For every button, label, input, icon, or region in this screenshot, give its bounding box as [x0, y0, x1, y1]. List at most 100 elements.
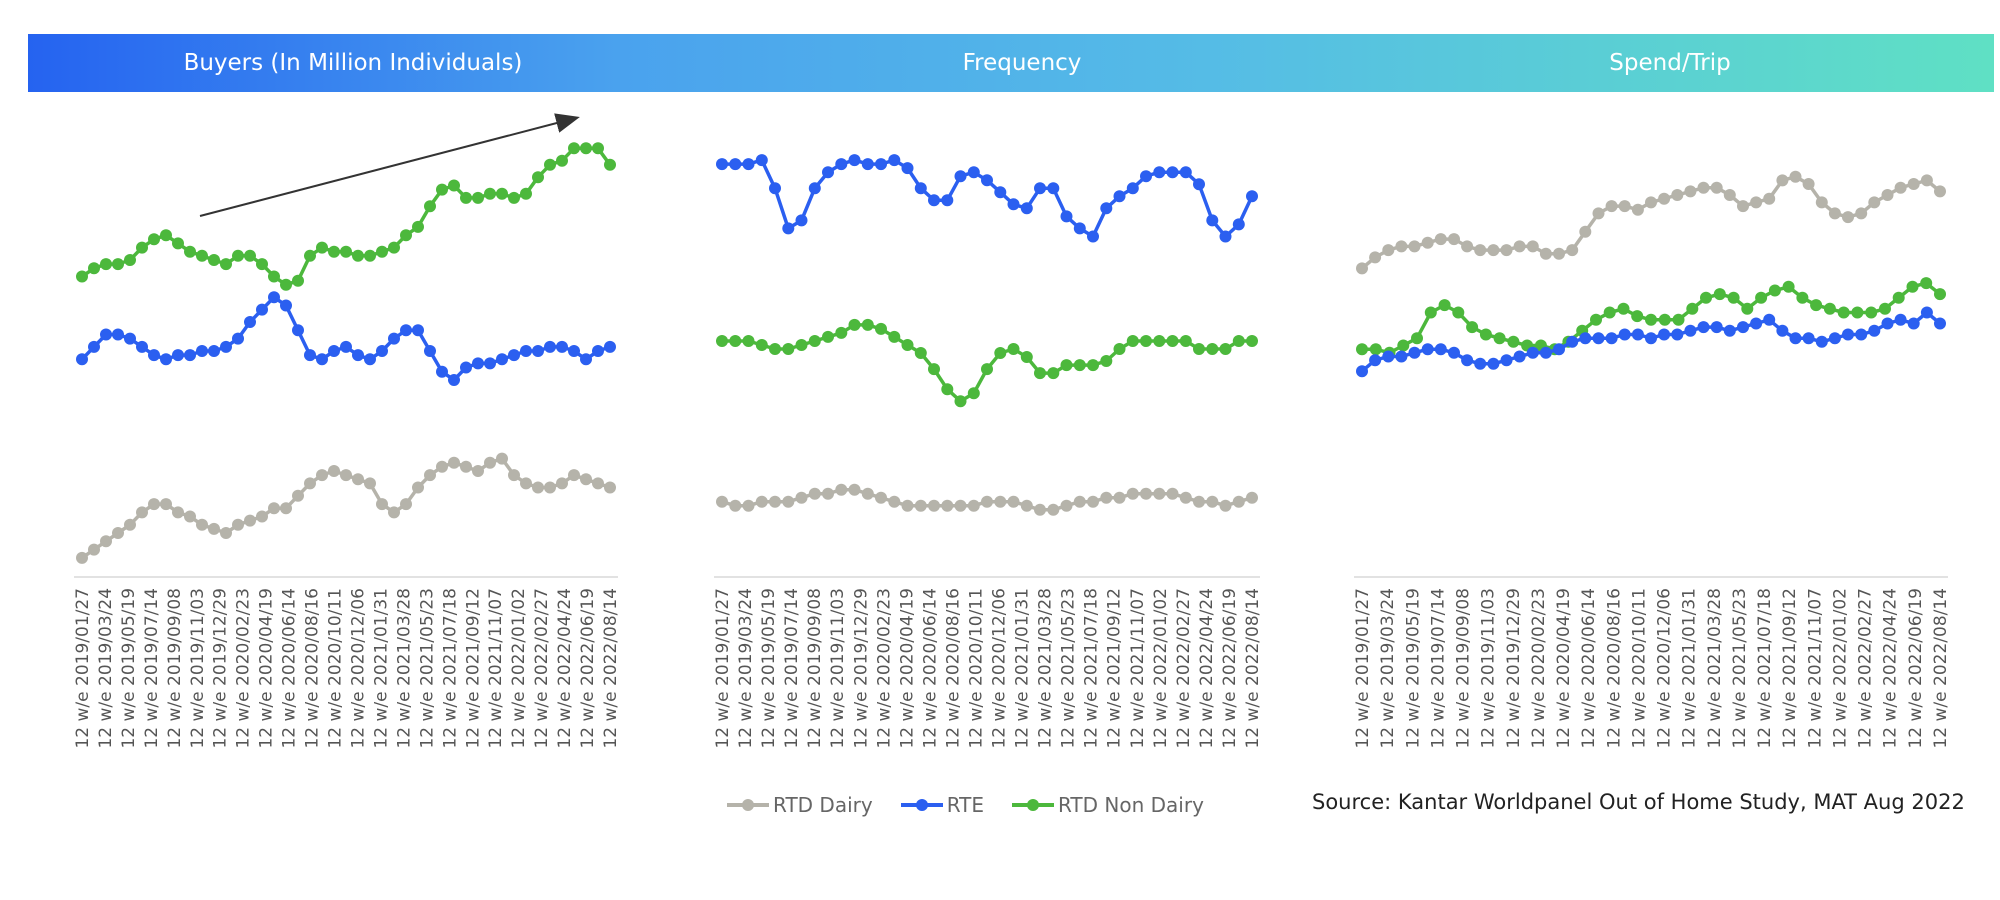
data-point — [716, 158, 728, 171]
x-tick-label: 12 w/e 2020/04/19 — [897, 588, 917, 749]
data-point — [1047, 503, 1060, 516]
data-point — [436, 365, 448, 378]
data-point — [1395, 350, 1408, 363]
data-point — [208, 254, 220, 266]
trend-arrow — [199, 113, 580, 217]
data-point — [472, 357, 484, 370]
data-point — [1073, 495, 1086, 508]
data-point — [304, 349, 316, 362]
data-point — [484, 456, 496, 469]
data-point — [742, 335, 755, 347]
data-point — [412, 481, 424, 494]
data-point — [364, 249, 376, 262]
data-point — [1397, 339, 1410, 352]
data-point — [1737, 321, 1749, 334]
data-point — [196, 249, 208, 262]
x-tick-label: 12 w/e 2020/06/14 — [280, 588, 300, 749]
data-point — [848, 483, 861, 496]
data-point — [112, 328, 124, 341]
series-rtd-dairy — [76, 452, 616, 564]
data-point — [1605, 332, 1618, 345]
data-point — [580, 142, 592, 155]
legend-label-rtd-dairy: RTD Dairy — [773, 793, 873, 817]
data-point — [1700, 291, 1712, 304]
data-point — [400, 229, 412, 242]
x-tick-label: 12 w/e 2019/12/29 — [1504, 588, 1524, 749]
data-point — [1851, 306, 1864, 319]
data-point — [100, 535, 112, 548]
x-tick-label: 12 w/e 2021/07/18 — [1755, 588, 1775, 749]
data-point — [508, 191, 520, 204]
data-point — [782, 495, 795, 508]
data-point — [244, 514, 256, 527]
data-point — [1579, 225, 1592, 238]
data-point — [769, 182, 781, 195]
data-point — [1920, 277, 1933, 290]
data-point — [316, 353, 328, 366]
data-point — [967, 387, 980, 400]
data-point — [424, 200, 436, 213]
x-tick-label: 12 w/e 2020/04/19 — [257, 588, 277, 749]
x-tick-label: 12 w/e 2019/03/24 — [96, 588, 116, 749]
data-point — [914, 499, 927, 512]
data-point — [1369, 251, 1382, 264]
x-tick-label: 12 w/e 2020/08/16 — [943, 588, 963, 749]
data-point — [1592, 332, 1605, 345]
series-rte — [716, 154, 1258, 243]
data-point — [1920, 174, 1933, 187]
data-point — [448, 456, 460, 469]
data-point — [1710, 181, 1723, 194]
data-point — [1645, 332, 1657, 345]
data-point — [1763, 313, 1776, 326]
data-point — [1658, 192, 1671, 205]
data-point — [496, 353, 508, 366]
data-point — [148, 498, 160, 511]
data-point — [376, 498, 388, 511]
data-point — [328, 245, 340, 258]
data-point — [1868, 196, 1881, 209]
data-point — [1566, 244, 1579, 257]
data-point — [1369, 354, 1382, 367]
data-point — [1356, 262, 1368, 275]
data-point — [1060, 499, 1073, 512]
data-point — [1789, 170, 1802, 183]
data-point — [848, 318, 861, 331]
data-point — [1060, 210, 1073, 223]
x-tick-label: 12 w/e 2021/09/12 — [1105, 588, 1125, 749]
data-point — [1474, 244, 1487, 257]
data-point — [1113, 190, 1126, 203]
data-point — [1421, 343, 1434, 356]
data-point — [88, 543, 100, 556]
data-point — [484, 187, 496, 200]
data-point — [400, 498, 412, 511]
data-point — [1206, 343, 1219, 355]
data-point — [1140, 170, 1152, 183]
data-point — [729, 499, 742, 512]
data-point — [1034, 367, 1046, 380]
data-point — [1723, 324, 1736, 337]
data-point — [1113, 343, 1126, 355]
data-point — [1034, 182, 1046, 195]
data-point — [1047, 182, 1060, 195]
data-point — [1020, 202, 1033, 215]
x-tick-label: 12 w/e 2022/01/02 — [1830, 588, 1850, 749]
data-point — [808, 335, 821, 347]
data-point — [436, 460, 448, 473]
data-point — [568, 142, 580, 155]
data-point — [1631, 310, 1644, 323]
data-point — [1697, 321, 1710, 334]
data-point — [388, 332, 400, 345]
data-point — [352, 473, 364, 486]
x-tick-label: 12 w/e 2021/11/07 — [1128, 588, 1148, 749]
data-point — [496, 452, 508, 465]
series-rtd-dairy — [1356, 170, 1946, 275]
data-point — [292, 274, 304, 287]
data-point — [388, 241, 400, 254]
data-point — [172, 349, 184, 362]
data-point — [460, 460, 472, 473]
x-tick-label: 12 w/e 2021/09/12 — [1780, 588, 1800, 749]
x-tick-label: 12 w/e 2019/01/27 — [713, 588, 733, 749]
data-point — [184, 349, 196, 362]
data-point — [256, 510, 268, 523]
data-point — [967, 499, 980, 512]
